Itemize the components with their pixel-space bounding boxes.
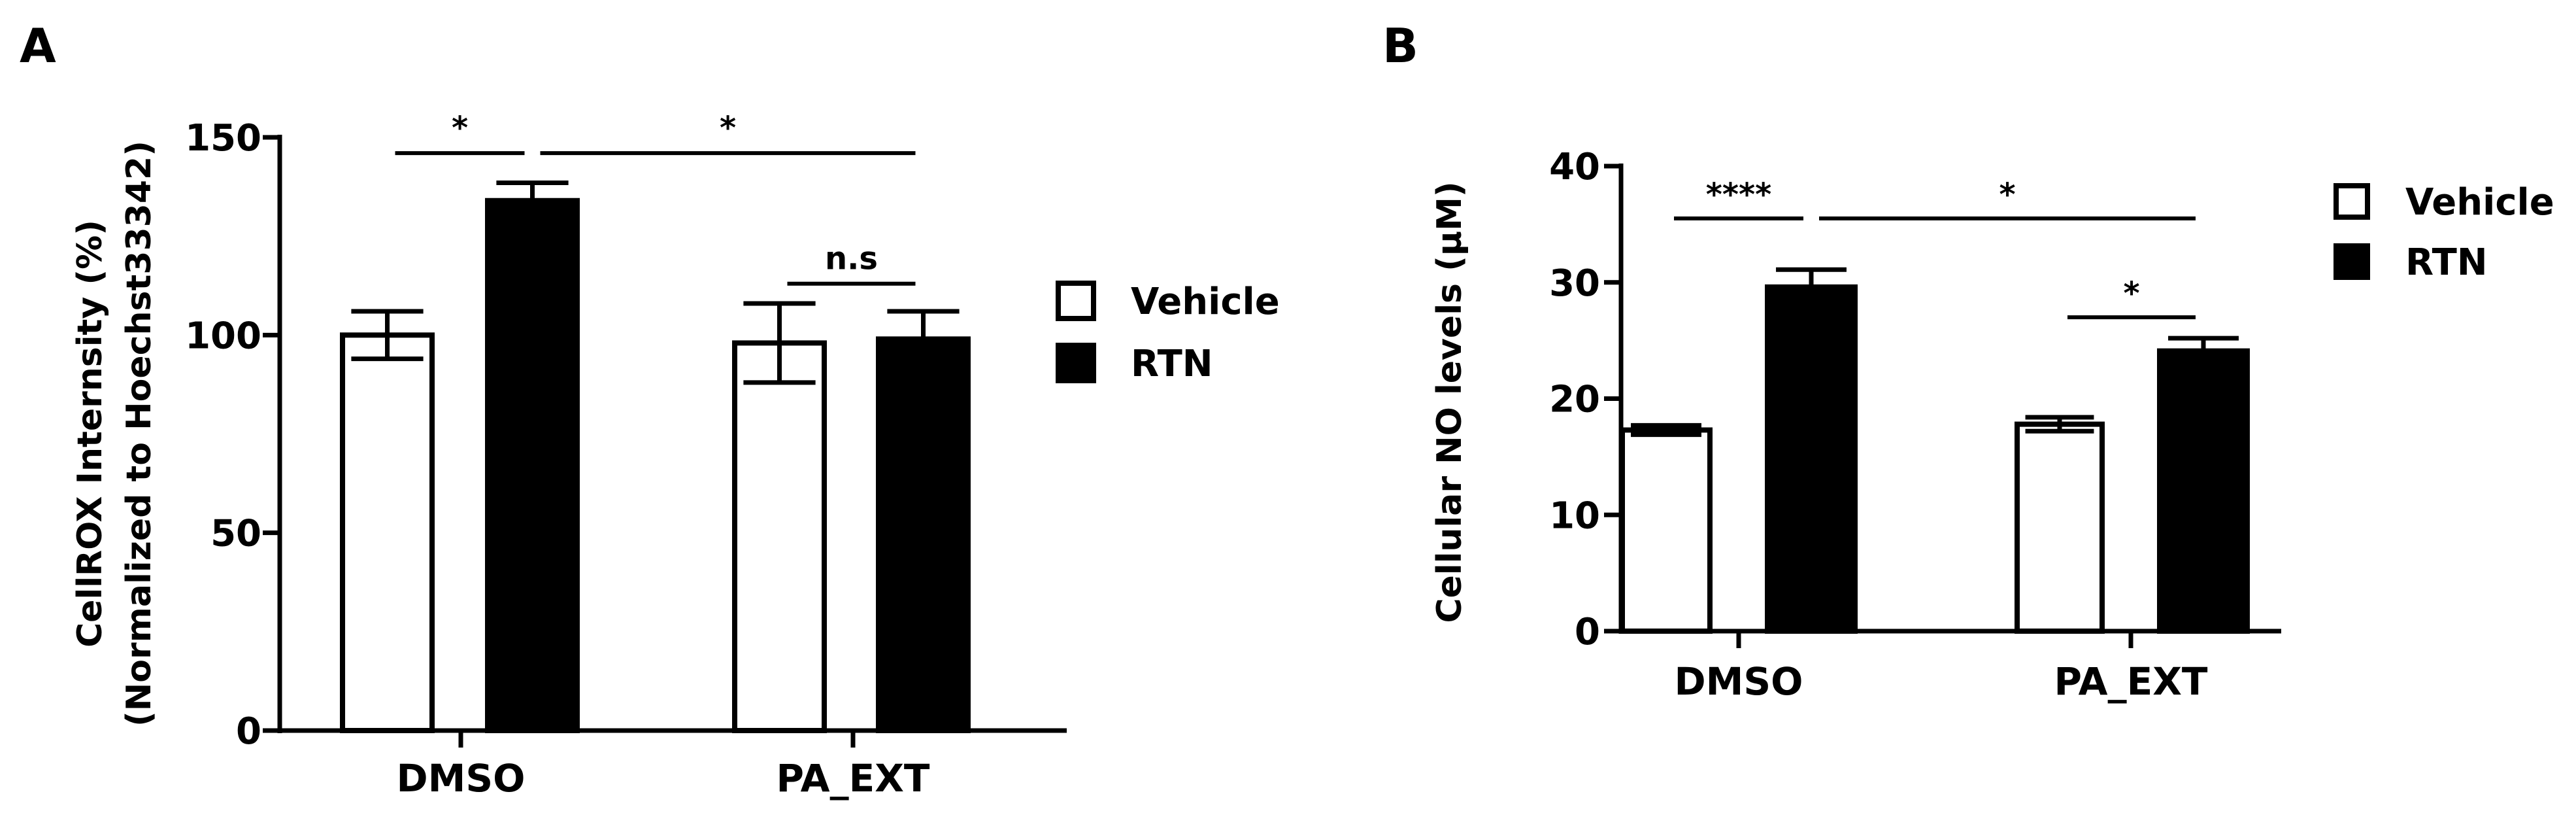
y-tick-label-a-50: 50 xyxy=(210,513,261,555)
legend-label-a-rtn: RTN xyxy=(1131,343,1213,385)
bar-a-dmso-vehicle xyxy=(340,332,435,733)
bar-b-dmso-vehicle xyxy=(1620,427,1713,634)
significance-label-b-1: **** xyxy=(1706,177,1771,213)
legend-label-b-rtn: RTN xyxy=(2405,241,2488,284)
significance-label-b-2: * xyxy=(1999,177,2015,213)
y-tick-label-b-10: 10 xyxy=(1549,494,1600,537)
bar-a-pa_ext-vehicle xyxy=(732,340,827,733)
y-tick-label-b-40: 40 xyxy=(1549,146,1600,188)
legend-swatch-a-vehicle xyxy=(1056,281,1096,321)
legend-swatch-b-rtn xyxy=(2333,243,2370,280)
y-axis-title-a-line-1: CellROX Internsity (%) xyxy=(71,220,110,647)
significance-label-a-1: * xyxy=(452,110,468,147)
significance-label-a-2: * xyxy=(720,110,736,147)
y-tick-label-a-0: 0 xyxy=(236,710,261,753)
bar-b-dmso-rtn xyxy=(1765,284,1858,634)
y-tick-label-b-0: 0 xyxy=(1575,611,1600,653)
y-axis-title-a-line-2: (Normalized to Hoechst33342) xyxy=(120,141,159,727)
panel-a-chart: 0 50 100 150 DMSO PA_EXT CellROX Internsity (%… xyxy=(71,110,1280,801)
significance-label-b-3: * xyxy=(2123,275,2139,312)
y-tick-label-a-150: 150 xyxy=(185,117,261,160)
y-tick-label-a-100: 100 xyxy=(185,315,261,357)
x-tick-label-b-dmso: DMSO xyxy=(1675,659,1803,704)
panel-letter-a: A xyxy=(20,18,56,73)
x-tick-label-a-dmso: DMSO xyxy=(397,756,526,801)
panel-b-chart: 0 10 20 30 40 DMSO PA_EXT Cellular NO levels (μ… xyxy=(1430,146,2554,704)
y-tick-label-b-30: 30 xyxy=(1549,262,1600,305)
bar-b-pa_ext-rtn xyxy=(2157,348,2250,634)
bar-b-pa_ext-vehicle xyxy=(2015,421,2105,634)
legend-swatch-b-vehicle xyxy=(2333,183,2370,220)
y-tick-label-b-20: 20 xyxy=(1549,379,1600,421)
x-tick-label-b-pa_ext: PA_EXT xyxy=(2054,659,2208,704)
legend-label-b-vehicle: Vehicle xyxy=(2405,181,2554,224)
panel-letter-b: B xyxy=(1382,18,1418,73)
x-tick-label-a-pa_ext: PA_EXT xyxy=(777,756,930,801)
legend-swatch-a-rtn xyxy=(1056,343,1096,383)
bar-a-pa_ext-rtn xyxy=(876,336,971,733)
legend-label-a-vehicle: Vehicle xyxy=(1131,281,1280,323)
bar-a-dmso-rtn xyxy=(485,198,580,734)
y-axis-title-b-line-1: Cellular NO levels (μM) xyxy=(1430,181,1469,623)
significance-label-a-3: n.s xyxy=(825,241,878,277)
